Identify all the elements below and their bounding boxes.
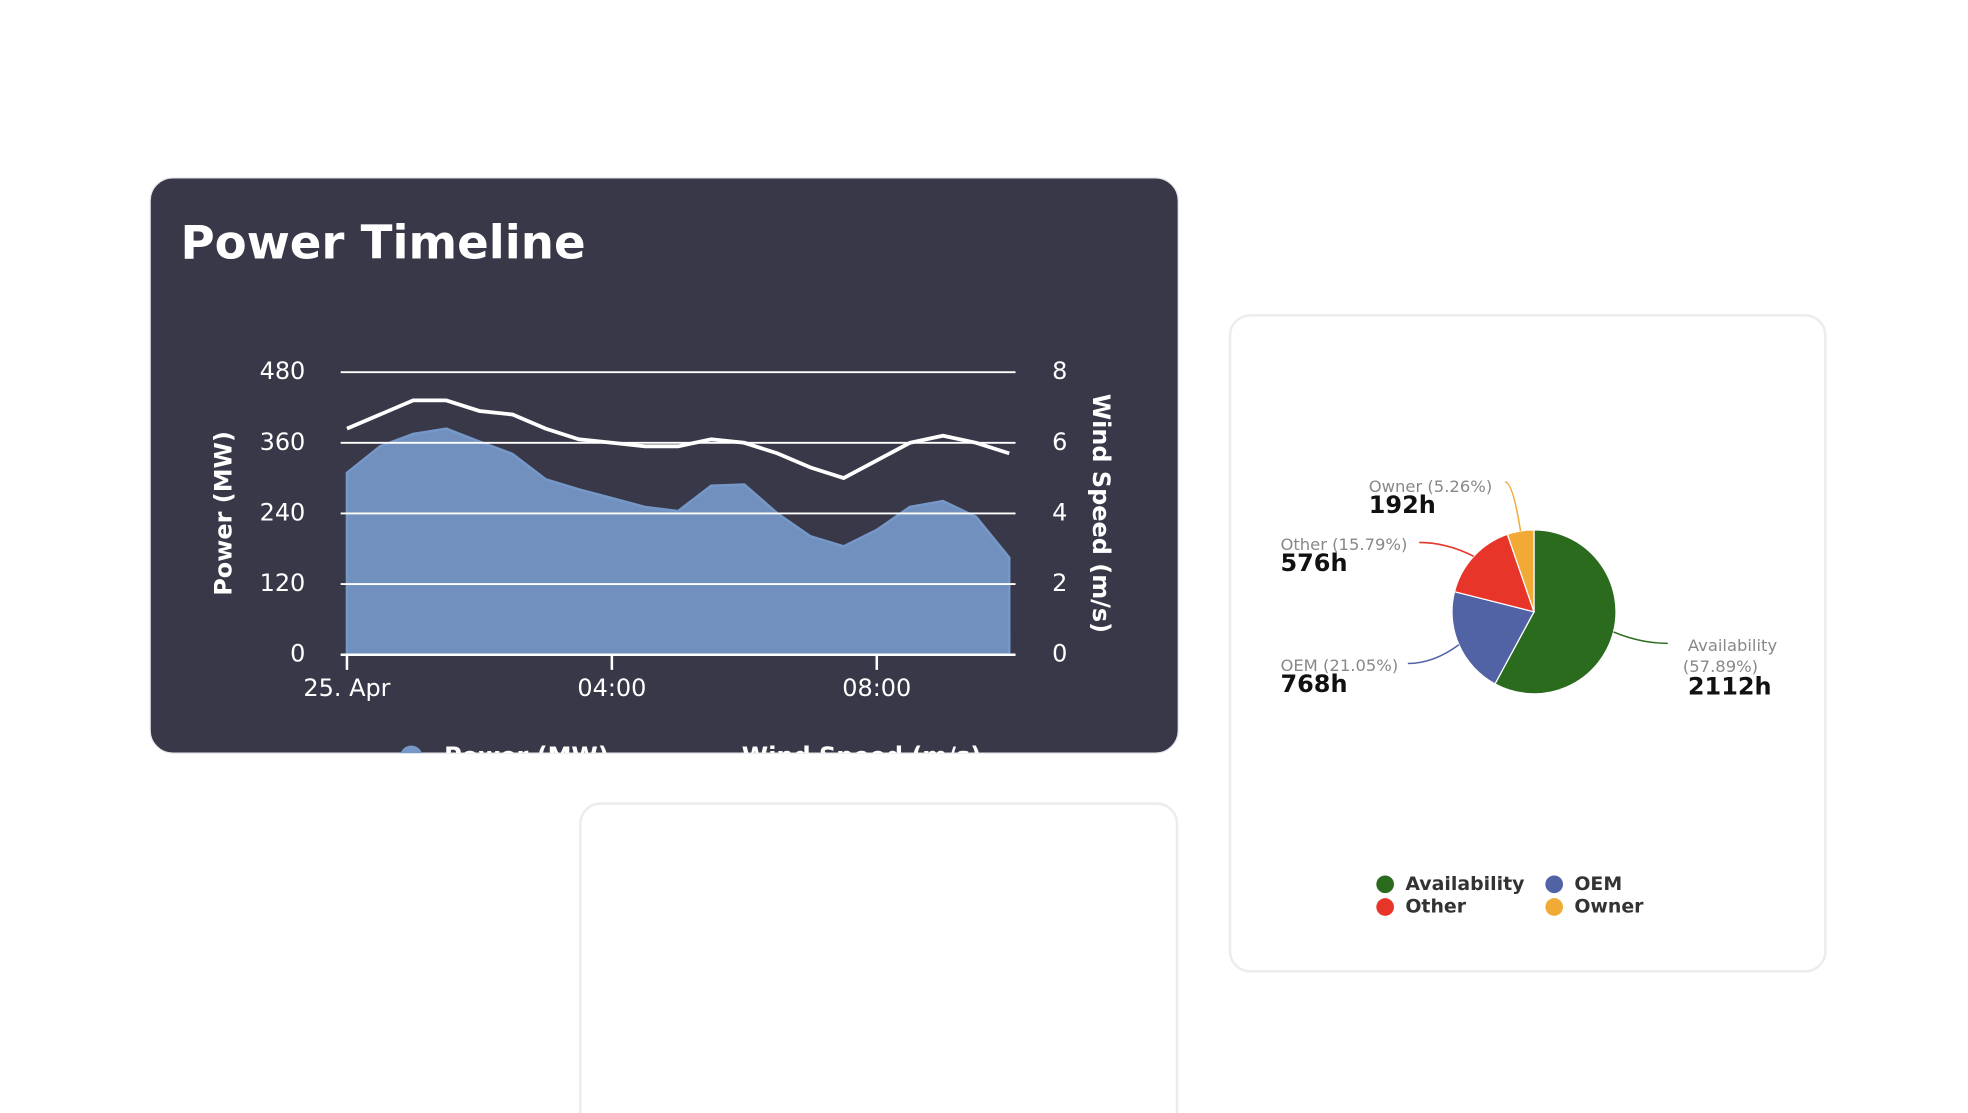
y-tick-label: 0 bbox=[290, 640, 305, 668]
legend-marker bbox=[1376, 898, 1394, 916]
y-tick-label: 480 bbox=[260, 357, 306, 385]
y2-tick-label: 2 bbox=[1052, 569, 1067, 597]
chart-title: Power Timeline bbox=[180, 216, 585, 270]
value-label: 2112h bbox=[1688, 673, 1772, 701]
legend-marker bbox=[1376, 875, 1394, 894]
area bbox=[345, 427, 1011, 656]
y2-tick-label: 6 bbox=[1052, 428, 1067, 456]
legend-label: OEM bbox=[1574, 873, 1622, 895]
y2-tick-label: 0 bbox=[1052, 640, 1067, 668]
x-tick-label: 25. Apr bbox=[303, 674, 390, 702]
connector bbox=[1419, 541, 1475, 557]
value-label: 576h bbox=[1280, 549, 1347, 577]
line bbox=[346, 398, 1010, 481]
y-tick-label: 360 bbox=[260, 428, 306, 456]
pie-slice bbox=[1453, 533, 1535, 613]
y2-axis-title: Wind Speed (m/s) bbox=[1087, 394, 1115, 633]
connector bbox=[1504, 481, 1522, 532]
percentage-label: (15.79%) bbox=[1332, 534, 1407, 553]
legend-label: Owner bbox=[1574, 896, 1644, 918]
percentage-label: (5.26%) bbox=[1427, 476, 1492, 495]
pie-slice bbox=[1494, 529, 1617, 695]
category-name: OEM bbox=[1280, 656, 1317, 675]
x-tick-label: 08:00 bbox=[842, 674, 911, 702]
timeline-chart: Power Timeline Power (MW) Wind Speed (m/… bbox=[180, 216, 1115, 770]
pie-chart: Availability (57.89%)2112h OEM (21.05%)768… bbox=[1280, 476, 1777, 917]
legend-label: Power (MW) bbox=[444, 742, 609, 770]
x-tick-label: 04:00 bbox=[577, 674, 646, 702]
y-tick-label: 120 bbox=[260, 569, 306, 597]
legend-label: Wind Speed (m/s) bbox=[742, 742, 981, 770]
legend-marker bbox=[1545, 898, 1564, 916]
legend-label: Other bbox=[1405, 896, 1466, 918]
legend-marker bbox=[399, 745, 423, 754]
y2-tick-label: 4 bbox=[1052, 498, 1067, 526]
y-tick-label: 240 bbox=[260, 498, 306, 526]
data-label-name: Owner (5.26%) bbox=[1369, 476, 1492, 495]
legend-marker bbox=[1545, 875, 1564, 894]
connector bbox=[1613, 631, 1668, 645]
pie-slice bbox=[1451, 590, 1535, 685]
value-label: 768h bbox=[1280, 670, 1347, 698]
data-label-name: OEM (21.05%) bbox=[1280, 656, 1398, 675]
percentage-label: (57.89%) bbox=[1683, 657, 1758, 676]
value-label: 192h bbox=[1369, 491, 1436, 519]
pie-card bbox=[579, 802, 1179, 1113]
percentage-label: (21.05%) bbox=[1323, 656, 1398, 675]
y2-tick-label: 8 bbox=[1052, 357, 1067, 385]
category-name: Other bbox=[1280, 534, 1327, 553]
category-name: Availability bbox=[1688, 635, 1778, 654]
y-axis-title: Power (MW) bbox=[210, 431, 238, 596]
connector bbox=[1407, 644, 1460, 665]
data-label-name: Availability bbox=[1688, 635, 1778, 654]
legend-label: Availability bbox=[1405, 873, 1524, 895]
data-label-name: Other (15.79%) bbox=[1280, 534, 1407, 553]
category-name: Owner bbox=[1369, 476, 1423, 495]
